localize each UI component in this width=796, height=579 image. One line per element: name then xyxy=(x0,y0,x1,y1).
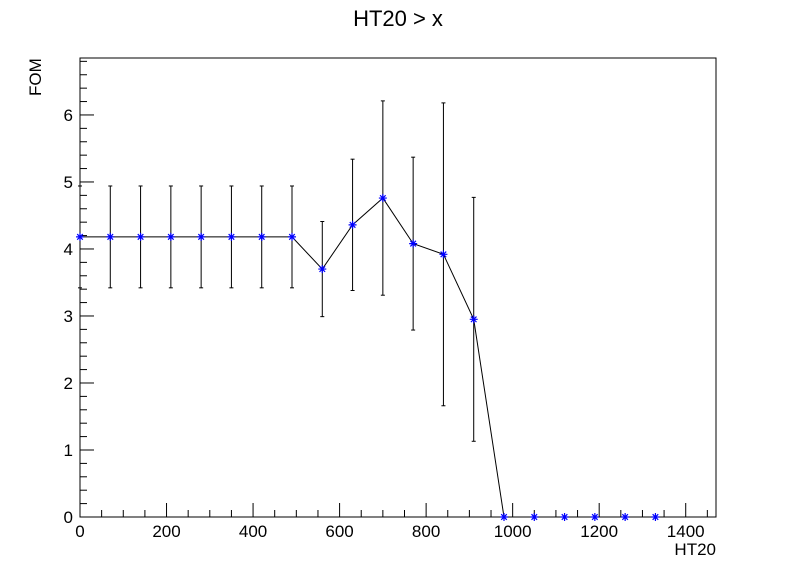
x-tick-label: 400 xyxy=(239,522,267,541)
x-tick-label: 1000 xyxy=(494,522,532,541)
y-tick-label: 1 xyxy=(64,441,73,460)
data-point xyxy=(560,513,569,521)
y-tick-label: 3 xyxy=(64,307,73,326)
data-point xyxy=(590,513,599,521)
y-tick-label: 2 xyxy=(64,374,73,393)
y-tick-label: 0 xyxy=(64,508,73,527)
y-tick-label: 4 xyxy=(64,240,73,259)
x-tick-label: 200 xyxy=(152,522,180,541)
x-tick-label: 800 xyxy=(412,522,440,541)
data-point xyxy=(288,232,296,241)
data-point xyxy=(500,513,508,521)
data-point xyxy=(106,232,115,241)
plot-frame xyxy=(79,57,717,518)
x-tick-label: 0 xyxy=(75,522,84,541)
data-point xyxy=(469,315,478,324)
data-point xyxy=(378,194,387,203)
y-tick-label: 6 xyxy=(64,106,73,125)
data-point xyxy=(439,250,448,259)
data-point xyxy=(651,513,660,521)
data-point xyxy=(318,265,327,274)
x-axis-label: HT20 xyxy=(674,540,716,559)
data-point xyxy=(166,232,175,241)
data-point xyxy=(76,232,84,241)
data-point xyxy=(227,232,236,241)
data-point xyxy=(136,232,145,241)
chart-title: HT20 > x xyxy=(353,6,443,31)
x-tick-label: 1200 xyxy=(580,522,618,541)
data-point xyxy=(409,239,418,248)
data-point xyxy=(621,513,630,521)
data-point xyxy=(197,232,206,241)
y-tick-label: 5 xyxy=(64,173,73,192)
x-tick-label: 600 xyxy=(325,522,353,541)
data-point xyxy=(257,232,266,241)
data-point xyxy=(348,220,357,229)
x-tick-label: 1400 xyxy=(667,522,705,541)
y-axis-label: FOM xyxy=(26,58,45,96)
data-point xyxy=(530,513,539,521)
